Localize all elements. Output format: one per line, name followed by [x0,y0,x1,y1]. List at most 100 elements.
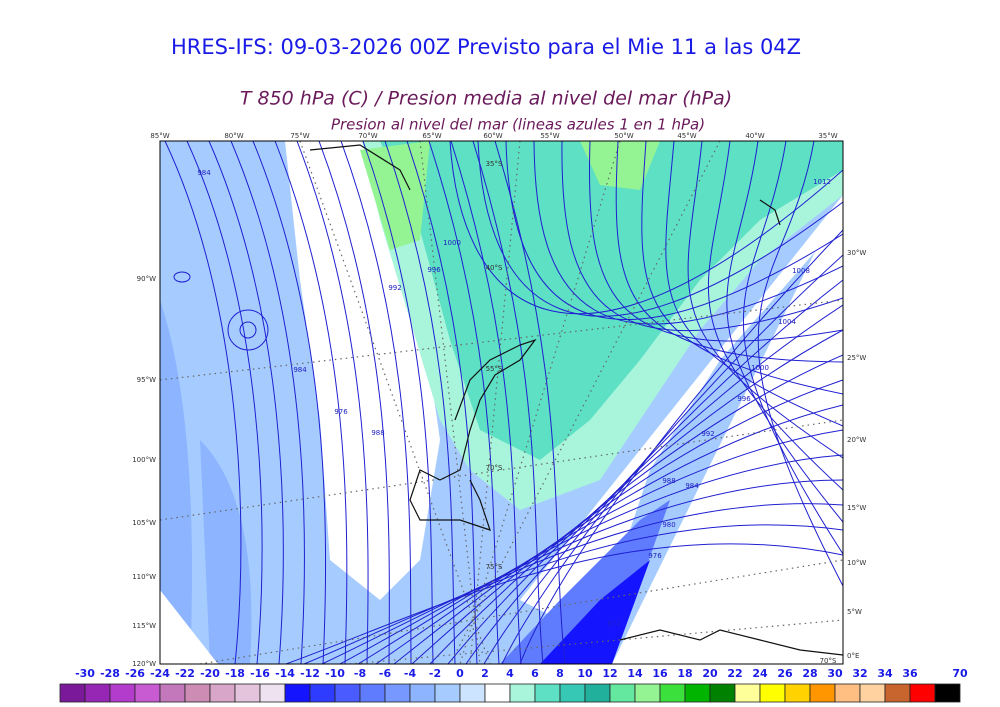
colorbar-label: -26 [125,667,145,680]
isobar [428,141,500,664]
isobar [465,304,843,664]
isobar [227,309,269,351]
isobar-label: 984 [197,169,211,177]
colorbar-swatch [459,683,486,703]
longitude-label: 60°W [483,132,502,140]
colorbar-swatch [659,683,686,703]
colorbar-label: 18 [677,667,692,680]
isobar [615,141,843,363]
isobar-label: 988 [371,429,384,437]
isobar-label: 984 [685,482,699,490]
subtitle: T 850 hPa (C) / Presion media al nivel d… [240,88,732,110]
colorbar-label: 26 [777,667,793,680]
longitude-label: 70°W [358,132,377,140]
isobar [472,141,544,664]
map-frame [159,140,844,665]
isobar-label: 980 [662,521,675,529]
isobar [561,141,843,332]
colorbar-swatch [809,683,836,703]
longitude-label: 105°W [132,519,156,527]
isobar [687,141,843,459]
colorbar-swatch [759,683,786,703]
longitude-label: 100°W [132,456,156,464]
colorbar-swatch [359,683,386,703]
colorbar-swatch [234,683,261,703]
latitude-label: 40°S [486,264,503,272]
isobar-label: 992 [701,430,714,438]
colorbar-swatch [409,683,436,703]
colorbar-swatch [159,683,186,703]
isobar-label: 976 [334,408,348,416]
colorbar-swatch [534,683,561,703]
colorbar-swatch [734,683,761,703]
colorbar-label: -30 [75,667,95,680]
colorbar-label: -20 [200,667,220,680]
colorbar-swatch [484,683,511,703]
colorbar-label: 4 [506,667,514,680]
isobar [429,354,843,664]
isobar [505,141,843,321]
isobar [208,141,284,664]
colorbar-swatch [184,683,211,703]
colorbar-label: -28 [100,667,120,680]
graticule [160,141,843,664]
isobar-label: 1012 [813,178,831,186]
latitude-label: 70°S [820,657,837,665]
isobar-label: 972 [607,620,620,628]
colorbar-swatch [134,683,161,703]
colorbar-swatch [834,683,861,703]
isobars [164,141,843,664]
longitude-label: 55°W [540,132,559,140]
isobar [186,141,263,664]
colorbar-label: 2 [481,667,489,680]
colorbar-label: -10 [325,667,345,680]
colorbar-swatch [634,683,661,703]
isobar-label: 1000 [751,364,769,372]
colorbar-label: 30 [827,667,843,680]
colorbar-label: 8 [556,667,564,680]
title: HRES-IFS: 09-03-2026 00Z Previsto para e… [171,35,801,59]
colorbar-swatch [584,683,611,703]
isobar [726,141,843,523]
colorbar-label: 10 [577,667,593,680]
coastline [309,144,843,656]
longitude-label: 85°W [150,132,169,140]
isobar [375,429,843,664]
colorbar-label: -22 [175,667,195,680]
isobar [665,141,843,427]
isobar-label: 996 [737,395,751,403]
longitude-label: 110°W [132,573,156,581]
isobar [339,479,843,664]
colorbar-label: -12 [300,667,320,680]
colorbar-label: 32 [852,667,867,680]
colorbar-swatch [884,683,911,703]
colorbar-label: -24 [150,667,170,680]
colorbar-swatch [109,683,136,703]
colorbar-label: 20 [702,667,718,680]
longitude-label: 5°W [847,608,862,616]
isobar-label: 988 [662,477,675,485]
longitude-label: 95°W [137,376,156,384]
colorbar-label: 22 [727,667,742,680]
colorbar-swatch [784,683,811,703]
colorbar-label: -6 [379,667,392,680]
colorbar-swatch [934,683,961,703]
colorbar-swatch [709,683,736,703]
colorbar-swatch [509,683,536,703]
isobar [384,141,456,664]
isobar [519,229,843,664]
isobar [411,379,843,664]
isobar-label: 1004 [778,318,796,326]
isobar [252,141,327,664]
longitude-label: 80°W [224,132,243,140]
longitude-label: 0°E [847,652,859,660]
colorbar: -30 -28 -26 -24 -22 -20 -18 -16 -14 -12 -10 -8 -6 -4-… [59,667,968,703]
colorbar-label: -8 [354,667,366,680]
isobar [450,141,522,664]
temperature-field [160,141,843,664]
longitude-label: 75°W [290,132,309,140]
colorbar-swatch [559,683,586,703]
longitude-label: 30°W [847,249,866,257]
isobar [285,543,843,664]
